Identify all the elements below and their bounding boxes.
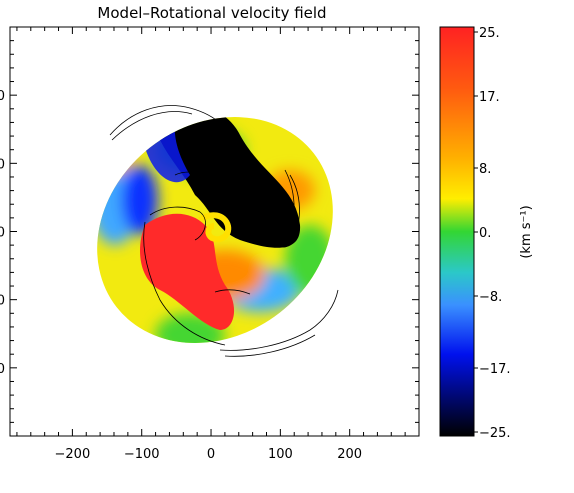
contour-mid-small: [174, 171, 211, 177]
colorbar-tick-label: 0.: [479, 226, 491, 241]
chart-title: Model–Rotational velocity field: [97, 4, 326, 22]
contour-left-arm: [149, 206, 206, 241]
x-tick-label: 0: [207, 447, 215, 462]
colorbar-tick-label: 25.: [479, 26, 500, 41]
y-tick-label: 0: [0, 226, 5, 241]
colorbar-tick-labels: 25. 17. 8. 0. −8. −17. −25.: [479, 26, 511, 441]
x-tick-label: −200: [55, 447, 91, 462]
x-tick-label: −100: [124, 447, 160, 462]
y-tick-label: 0: [0, 294, 5, 309]
colorbar-ticks: [474, 31, 478, 433]
x-tick-label: 200: [337, 447, 362, 462]
y-tick-label: 0: [0, 362, 5, 377]
contour-bottom-arc: [219, 289, 339, 351]
contour-top-arc-2: [111, 111, 193, 141]
x-tick-labels: −200 −100 0 100 200: [55, 447, 363, 462]
colorbar-tick-label: −25.: [479, 426, 511, 441]
region-black-arm: [148, 101, 301, 248]
axis-ticks: [10, 26, 420, 437]
colorbar-tick-label: 8.: [479, 162, 491, 177]
colorbar: [439, 26, 475, 437]
y-tick-labels: 0 0 0 0 0: [0, 89, 5, 377]
region-blue-left: [122, 165, 158, 235]
y-tick-label: 0: [0, 157, 5, 172]
velocity-disk: [90, 98, 339, 357]
contour-right-edge: [269, 174, 300, 248]
contour-right-edge-2: [284, 169, 295, 243]
colorbar-tick-label: −17.: [479, 362, 511, 377]
contour-top-arc: [109, 105, 223, 136]
contour-bottom-arc-2: [224, 334, 316, 357]
contour-left-arm-2: [143, 221, 226, 346]
region-center-swirl: [198, 212, 232, 243]
y-tick-label: 0: [0, 89, 5, 104]
contour-lines: [109, 105, 339, 357]
colorbar-tick-label: 17.: [479, 90, 500, 105]
colorbar-tick-label: −8.: [479, 290, 502, 305]
region-red-arm: [140, 213, 235, 330]
x-tick-label: 100: [268, 447, 293, 462]
contour-lower-small: [214, 289, 251, 295]
colorbar-label: (km s⁻¹): [519, 205, 534, 258]
